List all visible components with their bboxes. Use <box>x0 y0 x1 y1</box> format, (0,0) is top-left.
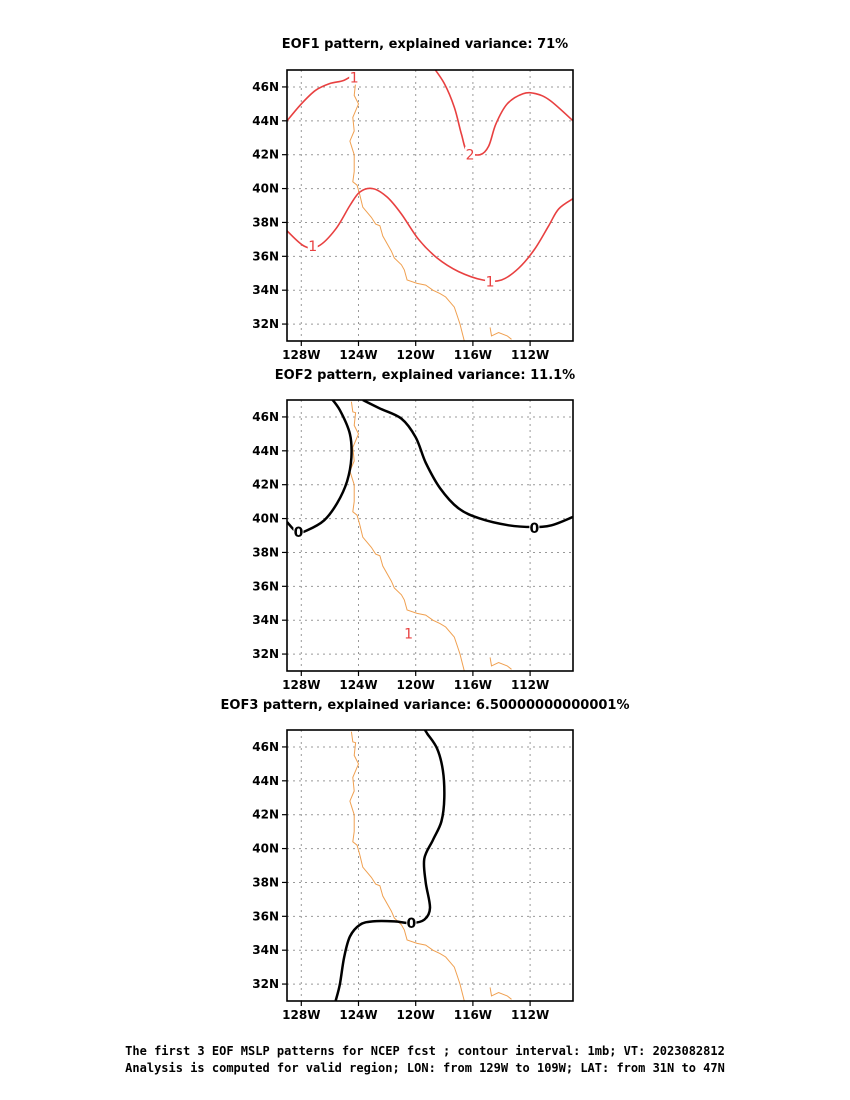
map-frame <box>286 729 574 1002</box>
contour-line <box>287 71 359 122</box>
contours <box>334 730 446 1001</box>
lon-tick-label: 116W <box>454 348 492 362</box>
contour-label-bg <box>349 69 360 85</box>
gulf-coast-path <box>489 327 512 340</box>
coastline-path <box>349 401 465 671</box>
map-frame <box>286 399 574 672</box>
lat-tick-label: 36N <box>252 249 279 263</box>
lat-tick-label: 46N <box>252 80 279 94</box>
contour-label: 1 <box>350 71 359 87</box>
contour-label: 0 <box>530 521 540 537</box>
lat-tick-label: 38N <box>252 545 279 559</box>
contour-label-bg <box>307 238 318 254</box>
coastline <box>349 731 512 1001</box>
coastline <box>349 71 512 341</box>
lat-tick-label: 46N <box>252 740 279 754</box>
lat-tick-label: 32N <box>252 647 279 661</box>
lon-tick-label: 112W <box>511 1008 549 1022</box>
coastline-path <box>349 731 465 1001</box>
lat-tick-label: 46N <box>252 410 279 424</box>
contour-label-bg <box>293 524 304 540</box>
figure-caption: The first 3 EOF MSLP patterns for NCEP f… <box>0 1043 850 1077</box>
contour-label-bg <box>403 625 414 641</box>
lon-tick-label: 120W <box>397 1008 435 1022</box>
contour-label-bg <box>406 915 417 931</box>
lat-tick-label: 32N <box>252 317 279 331</box>
lat-tick-label: 34N <box>252 283 279 297</box>
coastline-path <box>349 71 465 341</box>
lon-tick-label: 116W <box>454 1008 492 1022</box>
contour-line <box>287 187 573 283</box>
contour-label-bg <box>465 146 476 162</box>
lon-tick-label: 116W <box>454 678 492 692</box>
contour-label: 0 <box>294 525 304 541</box>
lat-tick-label: 34N <box>252 943 279 957</box>
gridlines <box>287 70 573 341</box>
lon-tick-label: 120W <box>397 678 435 692</box>
contours <box>287 70 573 283</box>
lat-tick-label: 40N <box>252 512 279 526</box>
lat-tick-label: 42N <box>252 148 279 162</box>
contour-label: 1 <box>404 627 413 643</box>
lon-tick-label: 112W <box>511 678 549 692</box>
lon-tick-label: 112W <box>511 348 549 362</box>
lat-tick-label: 38N <box>252 875 279 889</box>
lon-tick-label: 124W <box>339 678 377 692</box>
eof1-map: 1 2 1 1 128W 124W 120W 116W 112W 46N 44N 42N 40N 38N 3… <box>252 69 574 362</box>
lon-tick-label: 124W <box>339 1008 377 1022</box>
lat-tick-label: 40N <box>252 842 279 856</box>
lon-tick-label: 124W <box>339 348 377 362</box>
panel-1-title: EOF1 pattern, explained variance: 71% <box>281 37 569 52</box>
lat-tick-label: 36N <box>252 909 279 923</box>
contour-label: 0 <box>407 916 417 932</box>
gulf-coast-path <box>489 657 512 670</box>
contour-label-bg <box>529 519 540 535</box>
lat-tick-label: 42N <box>252 808 279 822</box>
lat-tick-label: 40N <box>252 182 279 196</box>
lon-tick-label: 120W <box>397 348 435 362</box>
gridlines <box>287 730 573 1001</box>
contour-line <box>362 400 573 529</box>
map-frame <box>286 69 574 342</box>
panel-3-title: EOF3 pattern, explained variance: 6.5000… <box>220 698 630 713</box>
caption-line-1: The first 3 EOF MSLP patterns for NCEP f… <box>125 1044 725 1058</box>
lat-tick-label: 44N <box>252 444 279 458</box>
eof3-map: 0 128W 124W 120W 116W 112W 46N 44N 42N 40N 38N 36N 3… <box>252 729 574 1022</box>
lon-tick-label: 128W <box>282 678 320 692</box>
contour-label: 1 <box>486 275 495 291</box>
contour-label-bg <box>485 273 496 289</box>
lat-tick-label: 42N <box>252 478 279 492</box>
panel-2-title: EOF2 pattern, explained variance: 11.1% <box>274 368 576 383</box>
lat-tick-label: 34N <box>252 613 279 627</box>
lat-tick-label: 44N <box>252 114 279 128</box>
eof2-map: 0 0 1 128W 124W 120W 116W 112W 46N 44N 42N 40N 38N 36… <box>252 399 574 692</box>
lon-tick-label: 128W <box>282 348 320 362</box>
gulf-coast-path <box>489 987 512 1000</box>
contour-label: 1 <box>308 239 317 255</box>
caption-line-2: Analysis is computed for valid region; L… <box>125 1061 725 1075</box>
lon-tick-label: 128W <box>282 1008 320 1022</box>
contour-line <box>434 70 573 156</box>
lat-tick-label: 38N <box>252 215 279 229</box>
coastline <box>349 401 512 671</box>
lat-tick-label: 32N <box>252 977 279 991</box>
contour-label: 2 <box>466 148 475 164</box>
lat-tick-label: 36N <box>252 579 279 593</box>
contour-line <box>334 730 446 1001</box>
lat-tick-label: 44N <box>252 774 279 788</box>
